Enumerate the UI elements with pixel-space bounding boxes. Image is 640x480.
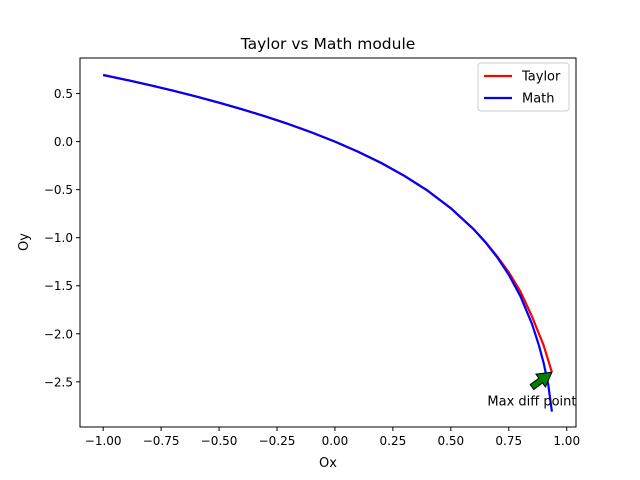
axes-frame — [79, 57, 577, 428]
x-axis-label: Ox — [319, 456, 337, 471]
x-tick-label: 0.50 — [437, 434, 464, 448]
series-layer — [102, 73, 553, 412]
y-axis-label: Oy — [17, 233, 32, 251]
annotation-arrow — [529, 371, 553, 391]
series-line-math — [102, 73, 553, 412]
annotation-layer: Max diff point — [487, 371, 577, 410]
x-tick-label: −0.75 — [143, 434, 180, 448]
plot-area — [79, 57, 577, 428]
x-tick-label: 0.25 — [380, 434, 407, 448]
y-tick-label: 0.0 — [54, 135, 73, 149]
x-axis-ticks: −1.00 −0.75 −0.50 −0.25 0.00 0.25 0.50 0.75 1.00 — [85, 427, 580, 448]
legend-label-math: Math — [522, 92, 555, 107]
x-tick-label: 0.00 — [322, 434, 349, 448]
chart-title: Taylor vs Math module — [240, 35, 416, 53]
y-tick-label: −2.5 — [44, 375, 73, 389]
y-tick-label: −1.0 — [44, 231, 73, 245]
y-tick-label: −1.5 — [44, 279, 73, 293]
y-tick-label: 0.5 — [54, 87, 73, 101]
legend: Taylor Math — [477, 62, 570, 112]
legend-label-taylor: Taylor — [521, 70, 561, 85]
x-tick-label: −1.00 — [85, 434, 122, 448]
y-tick-label: −2.0 — [44, 327, 73, 341]
y-axis-ticks: 0.5 0.0 −0.5 −1.0 −1.5 −2.0 −2.5 — [44, 87, 80, 389]
x-tick-label: 1.00 — [553, 434, 580, 448]
annotation-label: Max diff point — [487, 395, 576, 410]
x-tick-label: −0.50 — [201, 434, 238, 448]
y-tick-label: −0.5 — [44, 183, 73, 197]
x-tick-label: −0.25 — [259, 434, 296, 448]
x-tick-label: 0.75 — [495, 434, 522, 448]
